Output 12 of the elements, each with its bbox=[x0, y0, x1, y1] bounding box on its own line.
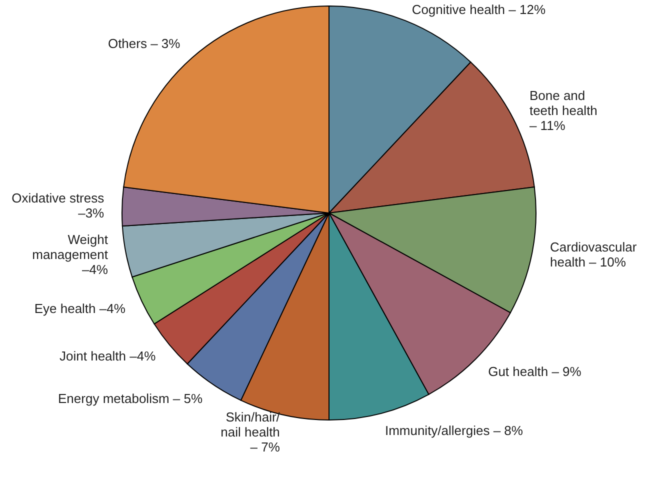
slice-label: Immunity/allergies – 8% bbox=[384, 422, 524, 438]
slice-label: Cognitive health – 12% bbox=[412, 2, 546, 17]
slice-label: Oxidative stress –3% bbox=[12, 190, 105, 220]
slice-label: Bone and teeth health – 11% bbox=[529, 88, 598, 133]
slice-label: Cardiovascular health – 10% bbox=[550, 240, 638, 270]
slice-label: Joint health –4% bbox=[60, 348, 156, 364]
slice-label: Weight management –4% bbox=[32, 232, 108, 278]
slice-label: Gut health – 9% bbox=[488, 364, 582, 380]
slice-label: Energy metabolism – 5% bbox=[58, 391, 203, 406]
slice-label: Skin/hair/ nail health – 7% bbox=[220, 410, 280, 455]
slice-label: Eye health –4% bbox=[34, 300, 126, 316]
slice-label: Others – 3% bbox=[108, 36, 181, 52]
